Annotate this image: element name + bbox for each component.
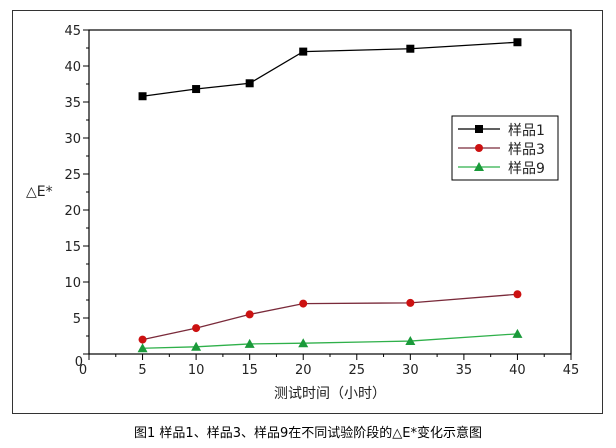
y-tick-label: 15 [64, 240, 81, 255]
y-tick-label: 45 [64, 24, 81, 39]
data-point [513, 290, 522, 299]
x-tick-label: 25 [349, 363, 366, 378]
data-point [192, 85, 201, 94]
legend-label: 样品3 [508, 142, 545, 158]
legend-marker [475, 144, 483, 152]
y-tick-label: 5 [73, 312, 81, 327]
legend-label: 样品1 [508, 123, 545, 139]
x-tick-label: 45 [563, 363, 580, 378]
x-tick-label: 35 [456, 363, 473, 378]
data-point [298, 338, 309, 348]
x-axis-label: 测试时间（小时） [274, 386, 386, 402]
y-tick-label: 20 [64, 204, 81, 219]
data-point [299, 47, 308, 56]
data-point [138, 92, 147, 101]
legend-marker [474, 162, 484, 171]
figure-caption: 图1 样品1、样品3、样品9在不同试验阶段的△E*变化示意图 [134, 426, 482, 441]
y-tick-label: 10 [64, 276, 81, 291]
y-tick-label: 35 [64, 96, 81, 111]
data-point [513, 38, 522, 47]
data-point [137, 343, 148, 353]
x-tick-label: 15 [241, 363, 258, 378]
data-point [512, 328, 523, 338]
x-tick-label: 20 [295, 363, 312, 378]
x-tick-label: 40 [509, 363, 526, 378]
y-tick-label: 40 [64, 60, 81, 75]
legend-marker [475, 125, 483, 133]
chart-frame [12, 10, 603, 414]
data-point [138, 335, 147, 344]
data-point [245, 310, 254, 319]
series-line-3 [142, 333, 518, 349]
data-point [245, 79, 254, 88]
series-line-1 [142, 41, 518, 97]
y-tick-label: 30 [64, 132, 81, 147]
x-tick-label: 0 [79, 363, 87, 378]
data-point [244, 338, 255, 348]
data-point [405, 336, 416, 346]
y-axis-label: △E* [26, 184, 53, 200]
x-tick-label: 10 [188, 363, 205, 378]
data-point [406, 44, 415, 53]
legend-label: 样品9 [508, 161, 545, 177]
data-point [299, 299, 308, 308]
plot-area [88, 29, 572, 355]
y-tick-label: 0 [75, 355, 83, 370]
data-point [192, 324, 201, 333]
data-point [191, 341, 202, 351]
x-tick-label: 5 [138, 363, 146, 378]
x-tick-label: 30 [402, 363, 419, 378]
series-line-2 [142, 293, 518, 341]
y-tick-label: 25 [64, 168, 81, 183]
data-point [406, 298, 415, 307]
